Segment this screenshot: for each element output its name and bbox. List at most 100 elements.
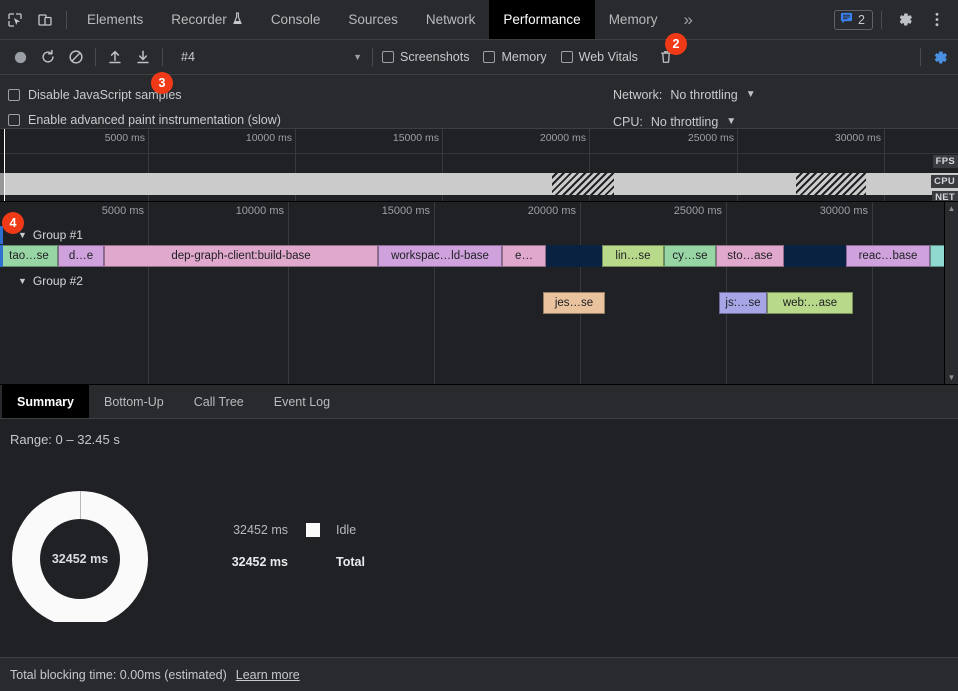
tab-console[interactable]: Console bbox=[257, 0, 335, 39]
memory-checkbox-box[interactable] bbox=[483, 51, 496, 63]
recording-history-dropdown[interactable]: #4 ▼ bbox=[172, 46, 367, 68]
clear-no-entry-icon[interactable] bbox=[62, 43, 90, 71]
group-collapse-triangle-icon[interactable]: ▼ bbox=[18, 230, 27, 240]
throttling-controls: Network: No throttling ▼ bbox=[538, 82, 958, 107]
flame-bar[interactable]: js:…se bbox=[719, 292, 767, 314]
memory-checkbox[interactable]: Memory bbox=[483, 50, 547, 64]
overview-tick-3: 20000 ms bbox=[540, 129, 590, 201]
advanced-paint-checkbox[interactable] bbox=[8, 113, 20, 126]
tab-event-log[interactable]: Event Log bbox=[259, 385, 345, 418]
record-circle-icon[interactable] bbox=[6, 43, 34, 71]
group-collapse-triangle-icon[interactable]: ▼ bbox=[18, 276, 27, 286]
overview-tick-1: 10000 ms bbox=[246, 129, 296, 201]
detail-view-tabs: Summary Bottom-Up Call Tree Event Log bbox=[0, 385, 958, 419]
disable-js-samples-option[interactable]: Disable JavaScript samples bbox=[8, 88, 182, 102]
tab-memory[interactable]: Memory bbox=[595, 0, 672, 39]
donut-split-line bbox=[80, 491, 81, 519]
disable-js-samples-checkbox[interactable] bbox=[8, 88, 20, 101]
tab-bottom-up-label: Bottom-Up bbox=[103, 394, 164, 409]
flame-chart-scrollbar[interactable]: ▲ ▼ bbox=[944, 202, 958, 384]
cpu-segment-1 bbox=[552, 173, 614, 195]
issues-counter-button[interactable]: 2 bbox=[834, 9, 873, 30]
flame-bar[interactable]: tao…se bbox=[0, 245, 58, 267]
flame-bar[interactable] bbox=[930, 245, 945, 267]
flame-bar[interactable]: lin…se bbox=[602, 245, 664, 267]
trash-icon[interactable] bbox=[652, 43, 680, 71]
issues-count: 2 bbox=[858, 12, 865, 27]
three-dots-vertical-icon[interactable] bbox=[922, 5, 952, 35]
flame-group-header-2[interactable]: ▼ Group #2 bbox=[0, 274, 83, 288]
tab-bottom-up[interactable]: Bottom-Up bbox=[89, 385, 179, 418]
cpu-segment-0 bbox=[0, 173, 552, 195]
device-toolbar-icon[interactable] bbox=[30, 5, 60, 35]
cpu-throttle-value[interactable]: No throttling bbox=[650, 114, 719, 129]
tab-event-log-label: Event Log bbox=[273, 394, 331, 409]
reload-record-icon[interactable] bbox=[34, 43, 62, 71]
donut-center-value: 32452 ms bbox=[51, 552, 109, 566]
tab-elements-label: Elements bbox=[87, 12, 144, 27]
advanced-paint-option[interactable]: Enable advanced paint instrumentation (s… bbox=[8, 113, 281, 127]
flame-bar[interactable]: dep-graph-client:build-base bbox=[104, 245, 378, 267]
legend-idle-swatch bbox=[306, 523, 320, 537]
annotation-badge-4: 4 bbox=[2, 212, 24, 234]
tab-performance[interactable]: Performance bbox=[489, 0, 595, 39]
flame-tick-label: 15000 ms bbox=[381, 205, 430, 217]
flame-bar[interactable]: workspac…ld-base bbox=[378, 245, 502, 267]
tab-call-tree-label: Call Tree bbox=[193, 394, 244, 409]
cpu-throttle-chevron-down-icon[interactable]: ▼ bbox=[726, 116, 737, 127]
flame-chart[interactable]: 5000 ms 10000 ms 15000 ms 20000 ms 25000 ms 3… bbox=[0, 202, 958, 385]
performance-toolbar: #4 ▼ Screenshots Memory Web Vitals bbox=[0, 40, 958, 75]
flame-track-gap-1-0 bbox=[546, 245, 602, 267]
timeline-overview[interactable]: 30000 ms 25000 ms 20000 ms 15000 ms 10000 ms… bbox=[0, 129, 958, 202]
tab-summary[interactable]: Summary bbox=[2, 385, 89, 418]
flame-bar[interactable]: reac…base bbox=[846, 245, 930, 267]
chevron-down-icon: ▼ bbox=[353, 52, 362, 62]
overview-tick-4: 25000 ms bbox=[688, 129, 738, 201]
flame-bar[interactable]: e… bbox=[502, 245, 546, 267]
summary-legend: 32452 ms Idle 32452 ms Total bbox=[200, 514, 365, 578]
annotation-badge-2: 2 bbox=[665, 33, 687, 55]
legend-total-name: Total bbox=[336, 555, 365, 569]
flame-bar[interactable]: jes…se bbox=[543, 292, 605, 314]
inspect-cursor-icon[interactable] bbox=[0, 5, 30, 35]
tab-network[interactable]: Network bbox=[412, 0, 490, 39]
learn-more-link[interactable]: Learn more bbox=[235, 667, 300, 682]
overview-fps-band bbox=[0, 153, 958, 173]
capture-settings-pane: Disable JavaScript samples Enable advanc… bbox=[0, 75, 958, 129]
overview-tick-label: 15000 ms bbox=[392, 132, 439, 144]
screenshots-checkbox-box[interactable] bbox=[382, 51, 394, 63]
tab-recorder[interactable]: Recorder bbox=[157, 0, 257, 39]
perfbar-divider-1 bbox=[95, 48, 96, 66]
overview-window-left-handle[interactable] bbox=[0, 129, 5, 201]
tab-memory-label: Memory bbox=[608, 12, 658, 27]
settings-row-1: Disable JavaScript samples bbox=[8, 82, 958, 107]
flame-bar[interactable]: cy…se bbox=[664, 245, 716, 267]
flame-gridline-0: 5000 ms bbox=[102, 202, 149, 384]
capture-settings-gear-icon[interactable] bbox=[926, 43, 954, 71]
overview-band-label-cpu: CPU bbox=[931, 175, 958, 188]
more-tabs-chevron-icon[interactable]: » bbox=[671, 0, 704, 39]
flame-bar[interactable]: d…e bbox=[58, 245, 104, 267]
cpu-throttling-controls: CPU: No throttling ▼ bbox=[538, 109, 958, 134]
network-throttle-chevron-down-icon[interactable]: ▼ bbox=[745, 89, 756, 100]
perfbar-divider-3 bbox=[372, 48, 373, 66]
scrollbar-up-arrow-icon[interactable]: ▲ bbox=[947, 204, 956, 213]
scrollbar-down-arrow-icon[interactable]: ▼ bbox=[947, 373, 956, 382]
web-vitals-checkbox[interactable]: Web Vitals bbox=[560, 50, 638, 64]
screenshots-checkbox[interactable]: Screenshots bbox=[382, 50, 469, 64]
upload-arrow-icon[interactable] bbox=[101, 43, 129, 71]
flame-bar[interactable]: sto…ase bbox=[716, 245, 784, 267]
download-arrow-icon[interactable] bbox=[129, 43, 157, 71]
tab-sources[interactable]: Sources bbox=[334, 0, 412, 39]
tab-call-tree[interactable]: Call Tree bbox=[179, 385, 259, 418]
gear-icon[interactable] bbox=[890, 5, 920, 35]
group-name-label: Group #1 bbox=[32, 228, 83, 242]
flame-bar[interactable]: web:…ase bbox=[767, 292, 853, 314]
summary-donut-chart: 32452 ms bbox=[12, 491, 148, 622]
settings-row-2: Enable advanced paint instrumentation (s… bbox=[8, 107, 958, 132]
network-throttle-value[interactable]: No throttling bbox=[670, 87, 738, 102]
web-vitals-checkbox-box[interactable] bbox=[560, 51, 573, 63]
flame-group-header-1[interactable]: ▼ Group #1 bbox=[0, 228, 83, 242]
tab-elements[interactable]: Elements bbox=[73, 0, 157, 39]
advanced-paint-label: Enable advanced paint instrumentation (s… bbox=[28, 112, 281, 127]
